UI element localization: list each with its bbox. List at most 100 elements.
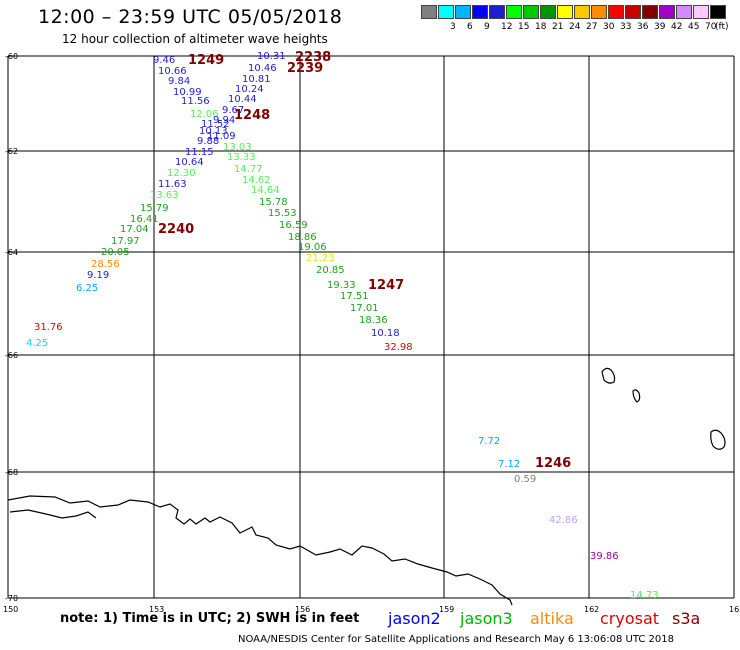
latitude-label: -64 xyxy=(5,248,18,257)
legend-label: 3 xyxy=(450,22,456,32)
pass-time-label: 1247 xyxy=(368,278,404,293)
satellite-name-jason2: jason2 xyxy=(388,609,441,628)
wave-height-label: 18.86 xyxy=(288,232,317,243)
legend-swatch xyxy=(574,5,590,19)
legend-label: 45 xyxy=(688,22,700,32)
legend-swatch xyxy=(642,5,658,19)
wave-height-label: 9.94 xyxy=(213,115,235,126)
wave-height-label: 7.12 xyxy=(498,459,520,470)
island-2 xyxy=(632,389,641,403)
wave-height-label: 10.31 xyxy=(257,51,286,62)
latitude-label: -68 xyxy=(5,468,18,477)
longitude-label: 162 xyxy=(584,605,599,614)
wave-height-label: 11.63 xyxy=(158,179,187,190)
island-3 xyxy=(710,429,726,450)
legend-label: 15 xyxy=(518,22,530,32)
pass-time-label: 1246 xyxy=(535,456,571,471)
wave-height-label: 9.84 xyxy=(168,76,190,87)
legend-label: 70 xyxy=(705,22,717,32)
satellite-name-jason3: jason3 xyxy=(460,609,513,628)
wave-height-label: 16.59 xyxy=(279,220,308,231)
wave-height-label: 7.72 xyxy=(478,436,500,447)
antarctic-coastline xyxy=(7,495,513,606)
satellite-name-cryosat: cryosat xyxy=(600,609,660,628)
legend-swatch xyxy=(676,5,692,19)
wave-height-label: 12.30 xyxy=(167,168,196,179)
legend-label: 21 xyxy=(552,22,564,32)
legend-label: 36 xyxy=(637,22,649,32)
wave-height-label: 11.56 xyxy=(181,96,210,107)
pass-time-label: 2240 xyxy=(158,222,194,237)
satellite-name-s3a: s3a xyxy=(672,609,701,628)
note-text: note: 1) Time is in UTC; 2) SWH is in fe… xyxy=(60,611,360,626)
latitude-label: -60 xyxy=(5,52,18,61)
legend-swatch xyxy=(472,5,488,19)
wave-height-label: 10.64 xyxy=(175,157,204,168)
legend-swatch xyxy=(438,5,454,19)
legend-label: 18 xyxy=(535,22,547,32)
wave-height-label: 0.59 xyxy=(514,474,536,485)
wave-height-label: 12.06 xyxy=(190,109,219,120)
wave-height-label: 9.19 xyxy=(87,270,109,281)
wave-height-label: 10.46 xyxy=(248,63,277,74)
latitude-label: -70 xyxy=(5,594,18,603)
wave-height-label: 10.24 xyxy=(235,84,264,95)
longitude-labels: 150 153 156 159 162 165 xyxy=(3,605,740,614)
latitude-labels: -60 -62 -64 -66 -68 -70 xyxy=(5,52,18,603)
wave-height-label: 13.03 xyxy=(223,142,252,153)
wave-height-label: 17.01 xyxy=(350,303,379,314)
longitude-label: 153 xyxy=(149,605,164,614)
legend-swatch xyxy=(710,5,726,19)
wave-height-label: 19.06 xyxy=(298,242,327,253)
pass-time-label: 2238 xyxy=(295,50,331,65)
wave-height-label: 10.66 xyxy=(158,66,187,77)
legend-swatch xyxy=(625,5,641,19)
wave-height-label: 16.41 xyxy=(130,214,159,225)
wave-height-label: 10.99 xyxy=(173,87,202,98)
wave-height-label: 6.25 xyxy=(76,283,98,294)
longitude-label: 159 xyxy=(439,605,454,614)
legend-swatch xyxy=(506,5,522,19)
wave-height-label: 10.44 xyxy=(228,94,257,105)
map-title: 12:00 – 23:59 UTC 05/05/2018 xyxy=(38,6,343,28)
legend-swatch xyxy=(557,5,573,19)
legend-swatch xyxy=(659,5,675,19)
wave-height-label: 21.23 xyxy=(306,253,335,264)
legend-label: 39 xyxy=(654,22,666,32)
legend-label: 12 xyxy=(501,22,513,32)
coastline xyxy=(7,367,726,606)
wave-height-label: 10.81 xyxy=(242,74,271,85)
wave-height-label: 14.62 xyxy=(242,175,271,186)
pass-time-label: 1249 xyxy=(188,53,224,68)
longitude-label: 165 xyxy=(729,605,740,614)
pass-time-label: 2239 xyxy=(287,61,323,76)
legend-label: 6 xyxy=(467,22,473,32)
wave-height-label: 10.18 xyxy=(371,328,400,339)
legend-swatch xyxy=(540,5,556,19)
wave-height-label: 9.88 xyxy=(197,136,219,147)
legend-swatch xyxy=(523,5,539,19)
longitude-label: 156 xyxy=(295,605,310,614)
legend-swatch xyxy=(693,5,709,19)
wave-height-label: 17.97 xyxy=(111,236,140,247)
legend-label: 42 xyxy=(671,22,683,32)
pass-time-label: 1248 xyxy=(234,108,270,123)
wave-height-label: 10.13 xyxy=(199,126,228,137)
legend-label: 27 xyxy=(586,22,598,32)
wave-height-label: 11.09 xyxy=(207,131,236,142)
legend-label: 9 xyxy=(484,22,490,32)
legend-swatch xyxy=(421,5,437,19)
wave-height-label: 15.53 xyxy=(268,208,297,219)
legend-label: 30 xyxy=(603,22,615,32)
wave-height-label: 13.33 xyxy=(227,152,256,163)
latitude-label: -66 xyxy=(5,351,18,360)
wave-height-label: 14.77 xyxy=(234,164,263,175)
wave-height-label: 15.78 xyxy=(259,197,288,208)
legend-swatch xyxy=(489,5,505,19)
observations: 9.4610.669.8410.9911.5612.0611.5210.1311… xyxy=(26,51,659,601)
antarctic-coastline-inlet xyxy=(9,509,97,519)
wave-height-label: 31.76 xyxy=(34,322,63,333)
wave-height-label: 17.04 xyxy=(120,224,149,235)
